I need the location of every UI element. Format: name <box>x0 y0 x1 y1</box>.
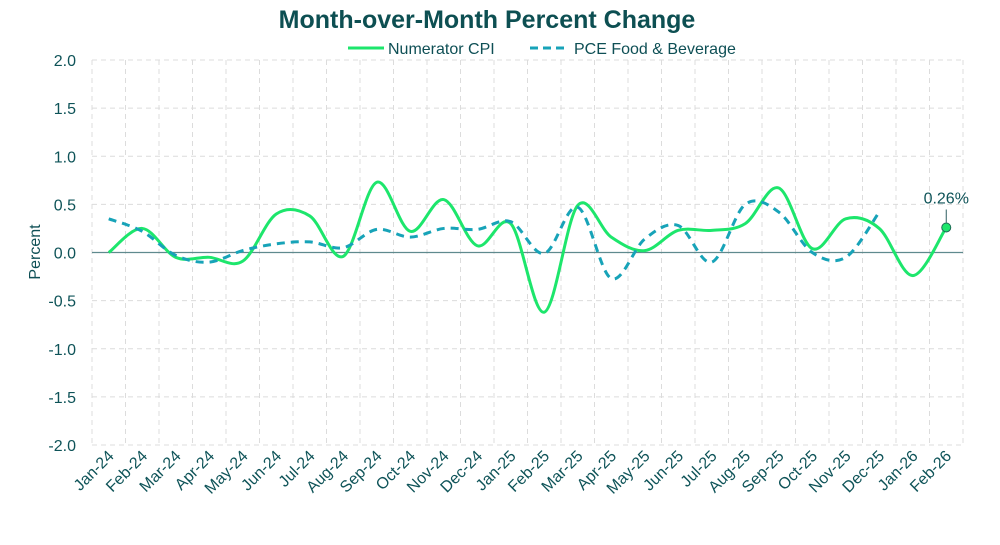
chart-title: Month-over-Month Percent Change <box>279 6 696 34</box>
y-tick-label: -2.0 <box>48 438 76 455</box>
legend-label-numerator-cpi: Numerator CPI <box>388 41 495 58</box>
y-tick-label: -1.0 <box>48 342 76 359</box>
series-line-pce-food-beverage <box>108 199 881 281</box>
y-tick-label: -1.5 <box>48 390 76 407</box>
y-tick-label: 0.5 <box>54 197 76 214</box>
y-tick-label: 2.0 <box>54 53 76 70</box>
annotation-marker <box>941 222 952 233</box>
y-tick-label: 1.5 <box>54 101 76 118</box>
y-axis-label: Percent <box>27 224 44 280</box>
y-tick-label: 0.0 <box>54 246 76 263</box>
legend: Numerator CPI PCE Food & Beverage <box>348 41 736 58</box>
series-line-numerator-cpi <box>107 180 948 314</box>
annotation-label: 0.26% <box>924 190 969 207</box>
y-tick-label: -0.5 <box>48 294 76 311</box>
legend-label-pce: PCE Food & Beverage <box>574 41 736 58</box>
y-tick-label: 1.0 <box>54 149 76 166</box>
